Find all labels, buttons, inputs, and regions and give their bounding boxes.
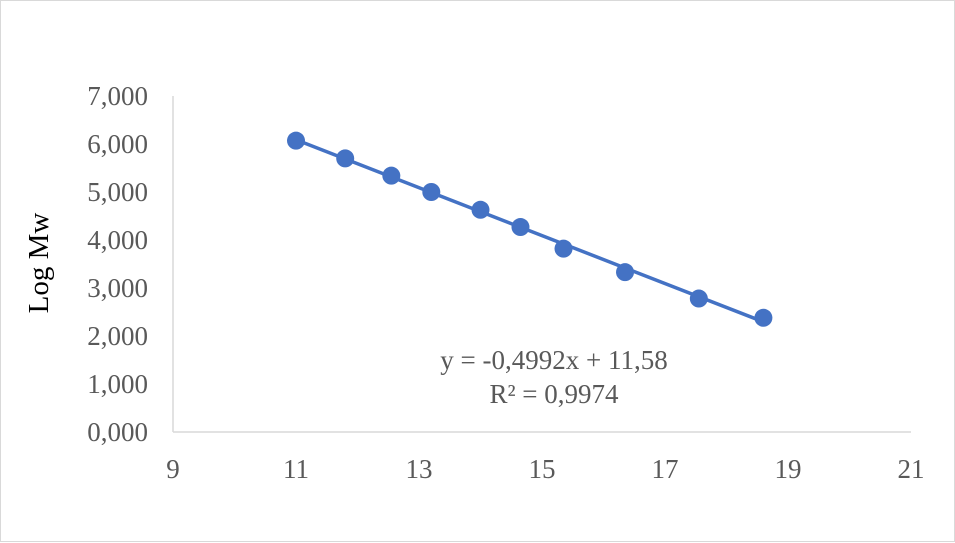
- trendline: [295, 138, 765, 324]
- y-tick-label: 4,000: [87, 225, 148, 255]
- x-tick-label: 19: [775, 454, 802, 484]
- x-tick-label: 17: [652, 454, 679, 484]
- data-point: [471, 200, 490, 219]
- y-tick-labels: 0,000 1,000 2,000 3,000 4,000 5,000 6,000 7,000: [87, 81, 148, 447]
- y-tick-label: 5,000: [87, 177, 148, 207]
- y-tick-label: 0,000: [87, 417, 148, 447]
- y-tick-label: 6,000: [87, 129, 148, 159]
- data-point: [422, 183, 441, 201]
- trendline-equation: y = -0,4992x + 11,58: [440, 345, 667, 375]
- data-point: [554, 239, 573, 258]
- x-tick-label: 11: [283, 454, 309, 484]
- trendline-r-squared: R² = 0,9974: [489, 379, 619, 409]
- trendline-line: [295, 138, 765, 324]
- data-point: [287, 131, 305, 150]
- data-point: [382, 166, 401, 185]
- y-axis-title: Log Mw: [23, 213, 55, 314]
- data-point: [689, 289, 708, 308]
- data-point: [511, 218, 530, 237]
- x-tick-label: 15: [529, 454, 556, 484]
- x-tick-labels: 9 11 13 15 17 19 21: [166, 454, 924, 484]
- data-points: [287, 131, 773, 327]
- y-tick-label: 2,000: [87, 321, 148, 351]
- y-tick-label: 1,000: [87, 369, 148, 399]
- x-tick-label: 21: [898, 454, 925, 484]
- axes: [172, 96, 911, 433]
- data-point: [754, 308, 773, 327]
- data-point: [336, 149, 355, 168]
- x-tick-label: 13: [406, 454, 433, 484]
- y-tick-label: 7,000: [87, 81, 148, 111]
- x-tick-label: 9: [166, 454, 180, 484]
- data-point: [616, 263, 635, 282]
- y-tick-label: 3,000: [87, 273, 148, 303]
